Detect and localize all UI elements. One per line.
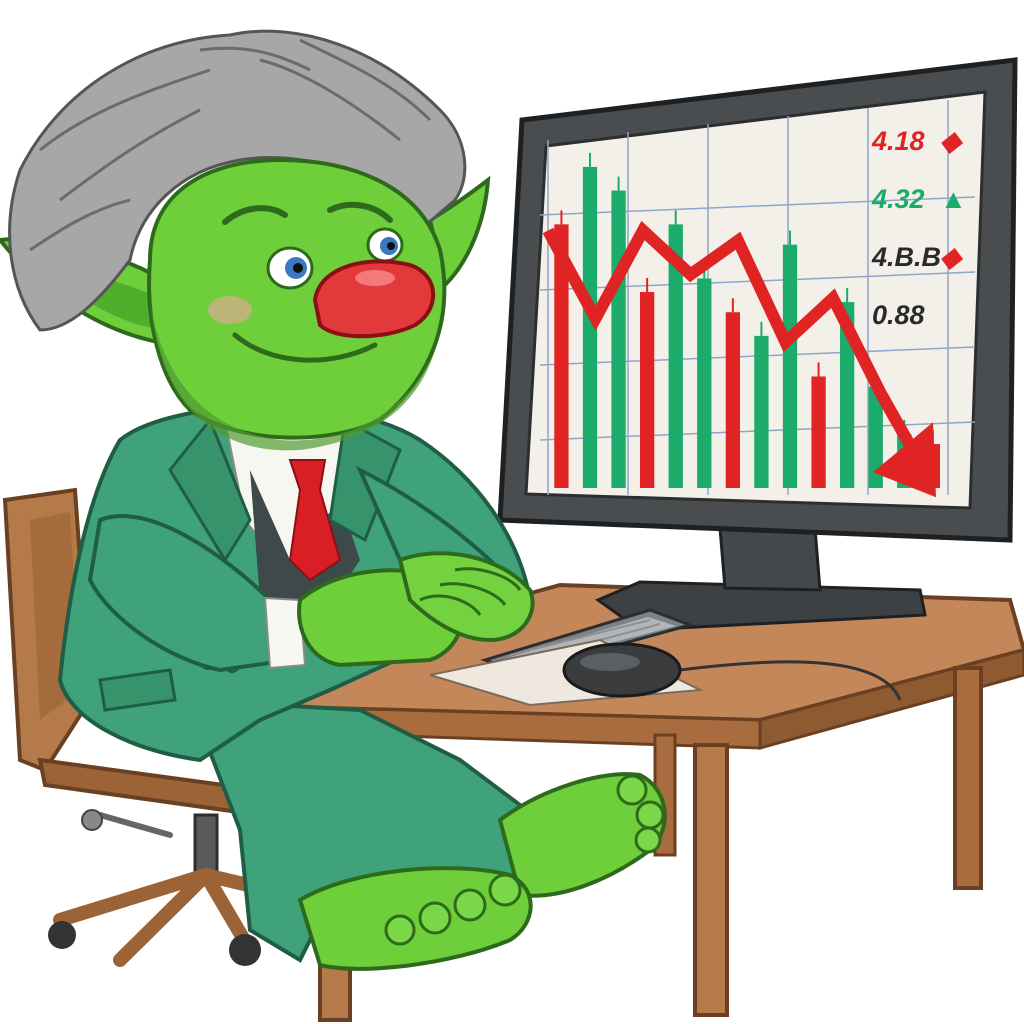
troll-toe <box>634 826 662 854</box>
troll-ear <box>427 175 491 289</box>
chair-lever-knob <box>81 809 103 831</box>
trend-line <box>542 220 936 498</box>
ticker-direction-icon: ◆ <box>940 242 964 272</box>
troll-toe <box>488 873 522 907</box>
troll-fingers <box>419 567 522 616</box>
mouse-highlight <box>580 653 640 671</box>
chair-base-legs <box>53 868 297 967</box>
chart-bar <box>554 224 569 489</box>
troll-pupil-dot <box>387 242 395 250</box>
troll-character <box>0 29 667 971</box>
chart-bar <box>697 278 712 488</box>
troll-toe <box>453 888 487 922</box>
troll-cheek <box>208 296 252 324</box>
chart-bar <box>668 224 683 489</box>
troll-toe <box>635 800 665 830</box>
troll-pocket <box>98 668 177 712</box>
troll-smile <box>232 332 378 363</box>
chart-bar <box>725 312 740 488</box>
chair-lever <box>97 812 173 838</box>
troll-face <box>147 157 447 440</box>
chart-bar <box>840 302 855 488</box>
chart-bars <box>554 152 940 489</box>
trend-arrow-head <box>873 422 936 498</box>
troll-eyebrow <box>222 205 288 225</box>
troll-toe <box>616 774 648 806</box>
trend-arrow-line <box>542 220 934 481</box>
troll-toe <box>418 901 452 935</box>
mouse-cable <box>679 660 902 701</box>
office-chair <box>2 487 300 967</box>
chair-wheel <box>48 921 76 949</box>
troll-nose <box>312 259 436 339</box>
chair-wheel <box>229 934 261 966</box>
ticker-value: 4.32 <box>871 184 925 214</box>
monitor: 4.18 ◆4.32 ▲4.B.B◆0.88 <box>497 57 1018 632</box>
chart-bar <box>754 335 769 488</box>
troll-foot <box>497 772 667 898</box>
troll-cuff <box>263 596 307 670</box>
troll-tie <box>288 459 342 582</box>
chart-bar <box>868 386 883 488</box>
chart-bar <box>582 166 598 488</box>
chart-bar <box>782 244 798 488</box>
chart-bar <box>811 376 826 488</box>
monitor-stand-neck <box>718 526 822 592</box>
troll-eyebrow <box>327 201 393 223</box>
ticker-list: 4.18 ◆4.32 ▲4.B.B◆0.88 <box>871 126 967 330</box>
ticker-value: 4.B.B <box>871 242 941 272</box>
troll-toe <box>384 914 416 946</box>
chart-bar <box>640 291 655 488</box>
troll-hair-strands <box>29 38 432 252</box>
ticker-direction-icon: ◆ <box>940 126 964 156</box>
computer-mouse <box>562 642 902 701</box>
chair-post <box>193 813 219 877</box>
troll-nose-highlight <box>355 270 395 286</box>
troll-pupil-dot <box>293 263 303 273</box>
desk-leg <box>953 666 983 890</box>
ticker-value: 0.88 <box>872 300 925 330</box>
ticker-direction-icon: ▲ <box>940 184 967 214</box>
chart-bar <box>611 190 626 488</box>
desk-leg <box>693 743 729 1017</box>
ticker-value: 4.18 <box>871 126 925 156</box>
